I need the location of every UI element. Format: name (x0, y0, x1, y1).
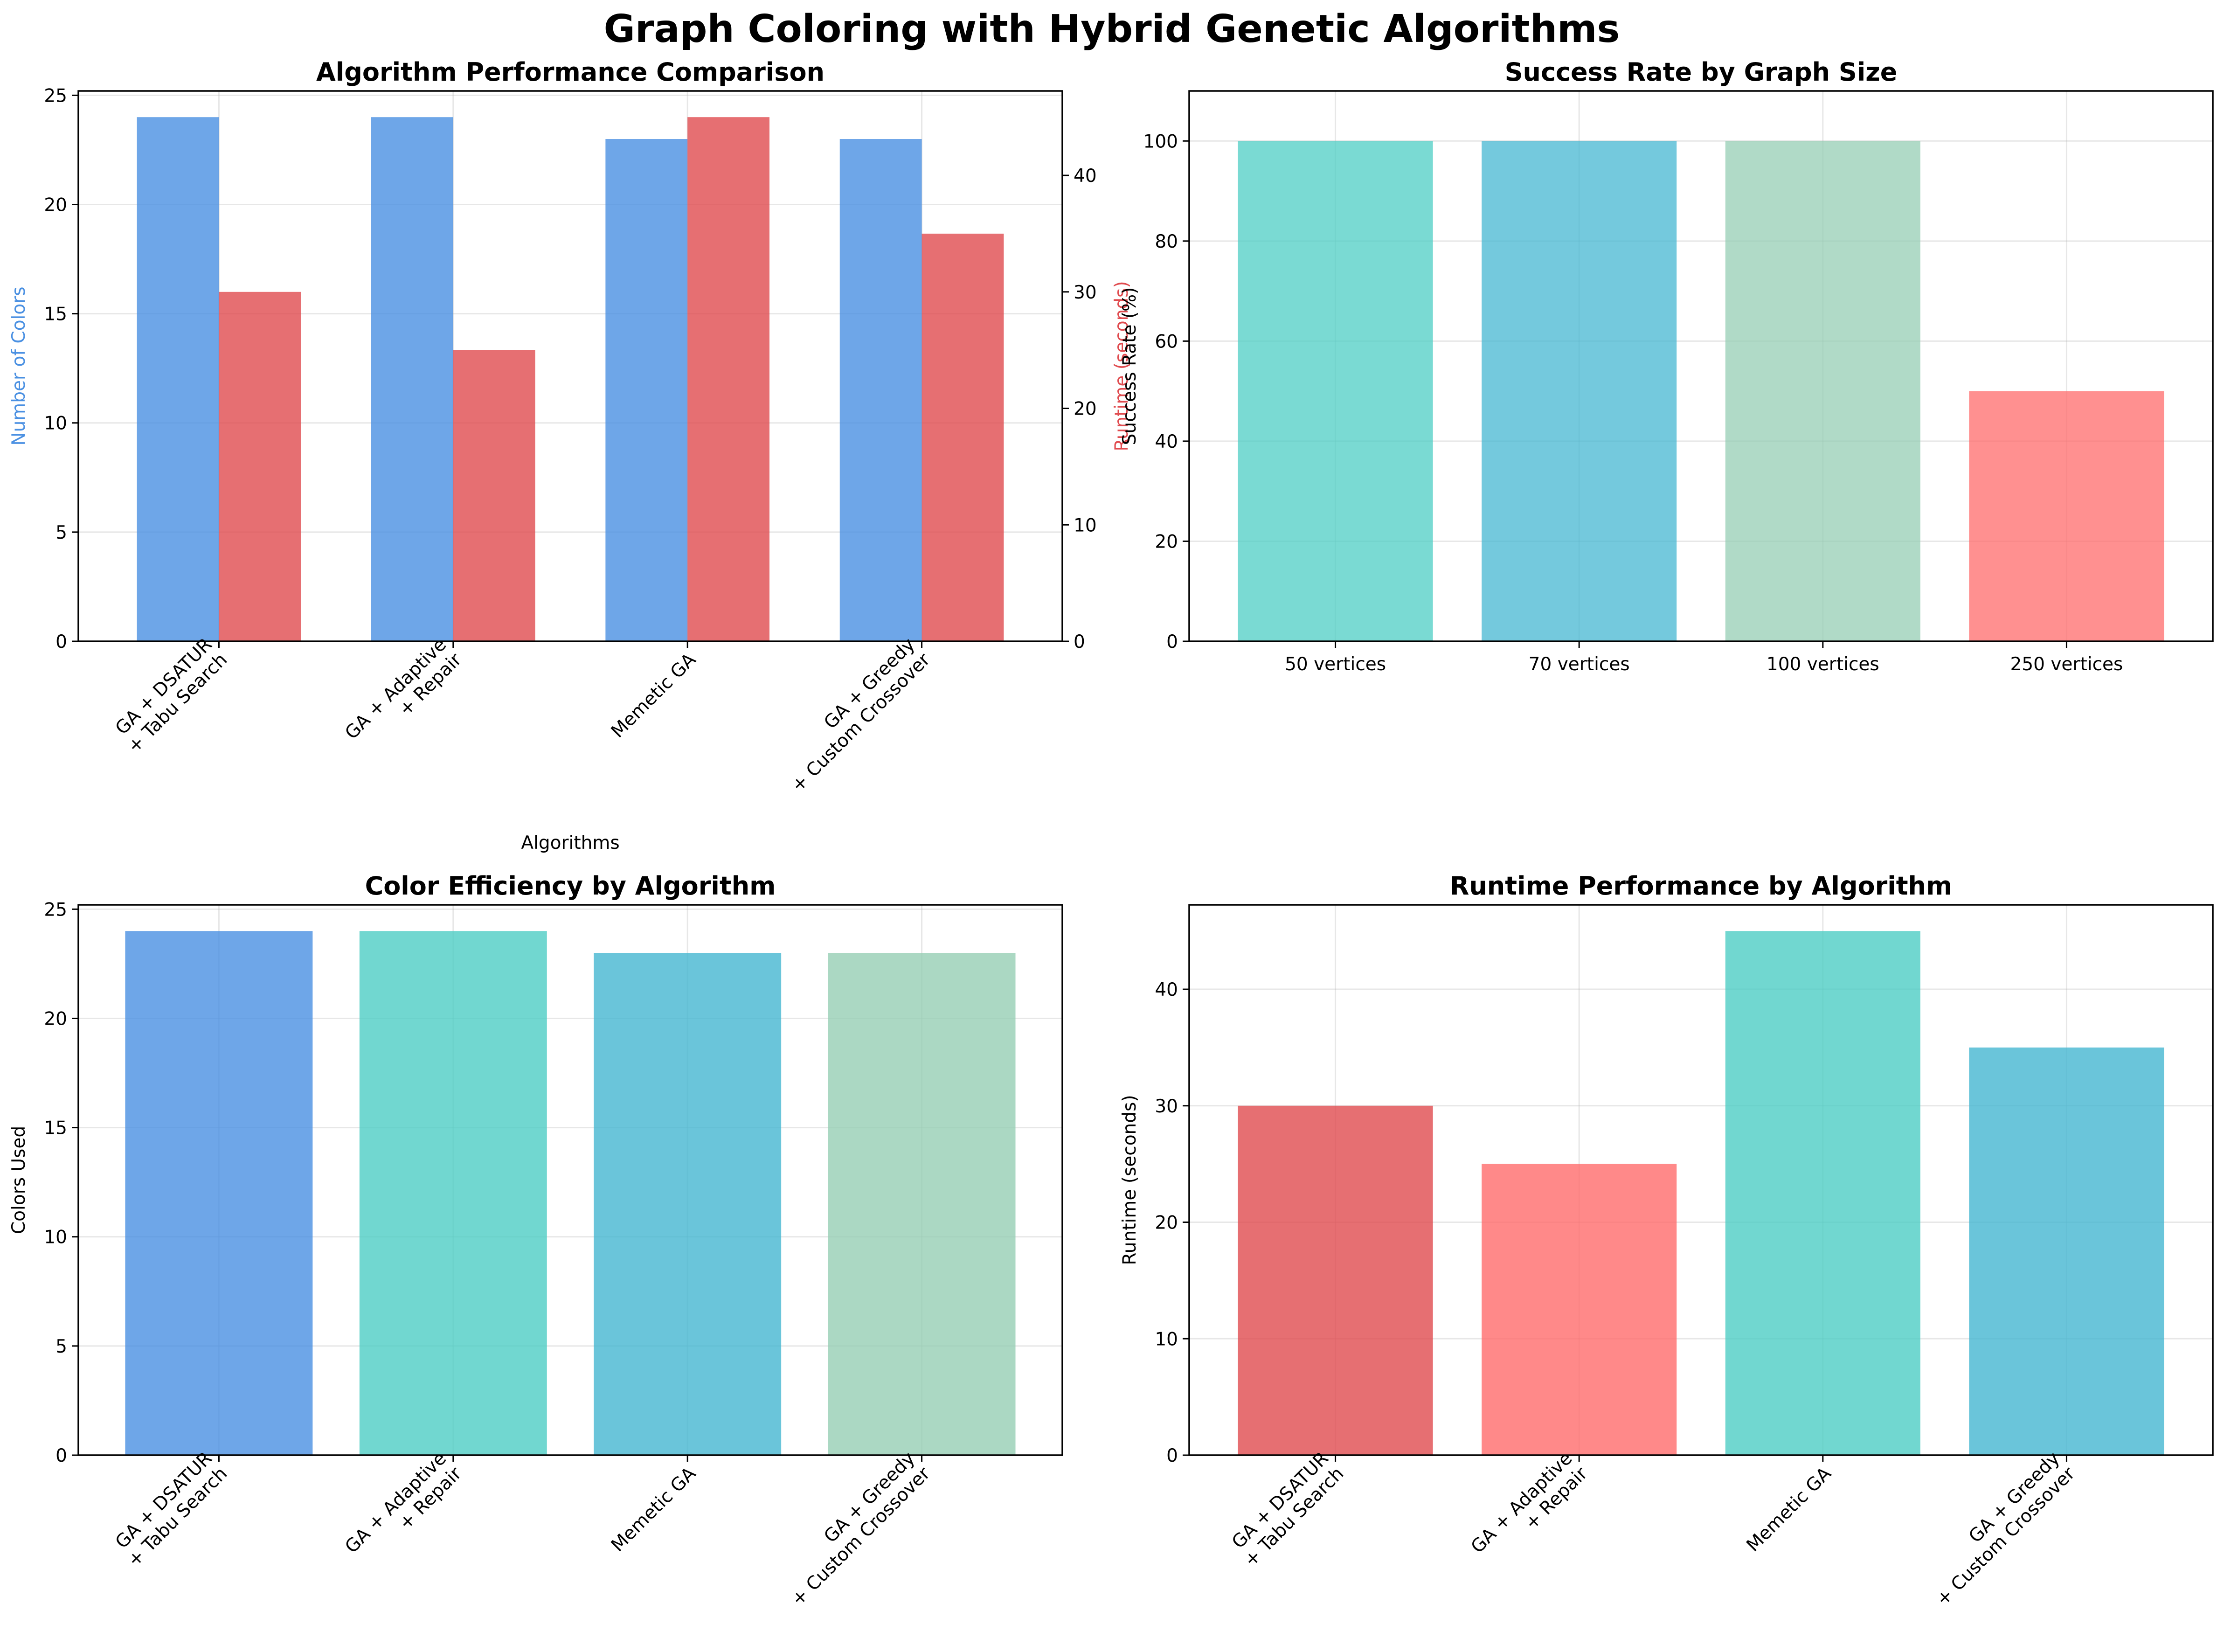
ytick-label-5: 25 (44, 85, 67, 106)
y-axis-label: Colors Used (8, 1126, 29, 1234)
ytick-label-2: 20 (1155, 1213, 1178, 1234)
ytick-label-1: 5 (55, 1336, 67, 1357)
bar-runtime-greedy (921, 233, 1004, 642)
ytick-label-2: 40 (1155, 431, 1178, 452)
ytick-label-3: 15 (44, 1118, 67, 1139)
ytick-label-2: 10 (44, 1227, 67, 1248)
plot-frame (1188, 90, 2214, 642)
y2-axis-label: Runtime (seconds) (1111, 281, 1132, 451)
bar-size-3 (1969, 391, 2164, 641)
y-axis-label: Success Rate (%) (1119, 287, 1140, 445)
ytick-label-4: 20 (44, 194, 67, 215)
ytick-label-0: 0 (1166, 632, 1178, 652)
bar-colors-adaptive (371, 117, 453, 642)
bar-size-0 (1238, 141, 1433, 642)
panel-title: Runtime Performance by Algorithm (1450, 871, 1953, 901)
bar-memetic (594, 953, 782, 1455)
y-axis-label: Number of Colors (8, 286, 29, 445)
y2tick-label-2: 20 (1074, 399, 1097, 420)
bar-runtime-adaptive (453, 350, 535, 641)
figure-title: Graph Coloring with Hybrid Genetic Algor… (604, 7, 1620, 51)
ytick-label-2: 10 (44, 413, 67, 434)
bar-greedy (828, 953, 1016, 1455)
ytick-label-0: 0 (55, 632, 67, 652)
y2tick-label-3: 30 (1074, 282, 1097, 303)
bar-runtime-memetic (687, 117, 770, 642)
ytick-label-4: 40 (1155, 979, 1178, 1000)
ytick-label-4: 20 (44, 1008, 67, 1029)
xtick-label-2: 100 vertices (1767, 654, 1879, 675)
ytick-label-3: 30 (1155, 1096, 1178, 1117)
bar-greedy (1969, 1047, 2164, 1455)
x-axis-label: Algorithms (521, 833, 619, 854)
bar-colors-greedy (839, 139, 922, 641)
ytick-label-1: 10 (1155, 1329, 1178, 1350)
ytick-label-5: 100 (1143, 131, 1178, 152)
bar-adaptive (359, 931, 547, 1455)
panel-title: Success Rate by Graph Size (1505, 57, 1898, 87)
xtick-label-3: 250 vertices (2010, 654, 2123, 675)
bar-runtime-tabu (219, 292, 301, 641)
y2tick-label-0: 0 (1074, 632, 1085, 652)
plot-frame (77, 90, 1063, 642)
plot-frame (77, 904, 1063, 1456)
ytick-label-0: 0 (1166, 1445, 1178, 1466)
ytick-label-3: 15 (44, 304, 67, 325)
ytick-label-1: 20 (1155, 531, 1178, 552)
xtick-label-1: 70 vertices (1529, 654, 1630, 675)
bar-tabu (1238, 1105, 1433, 1455)
ytick-label-5: 25 (44, 899, 67, 920)
ytick-label-0: 0 (55, 1445, 67, 1466)
bar-adaptive (1482, 1164, 1677, 1455)
panel-title: Color Efficiency by Algorithm (365, 871, 776, 901)
y-axis-label: Runtime (seconds) (1119, 1095, 1140, 1265)
ytick-label-1: 5 (55, 522, 67, 543)
ytick-label-3: 60 (1155, 331, 1178, 352)
panel-title: Algorithm Performance Comparison (316, 57, 824, 87)
ytick-label-4: 80 (1155, 231, 1178, 252)
bar-colors-memetic (605, 139, 688, 641)
bar-tabu (125, 931, 313, 1455)
bar-memetic (1725, 931, 1920, 1455)
bar-size-1 (1482, 141, 1677, 642)
bar-colors-tabu (137, 117, 219, 642)
panel-success-rate: 0 20 40 60 80 100 50 vertices 70 vertices 100 ve… (1119, 57, 2214, 675)
bar-size-2 (1725, 141, 1920, 642)
plot-frame (1188, 904, 2214, 1456)
y2tick-label-1: 10 (1074, 515, 1097, 536)
xtick-label-0: 50 vertices (1285, 654, 1386, 675)
y2tick-label-4: 40 (1074, 166, 1097, 187)
